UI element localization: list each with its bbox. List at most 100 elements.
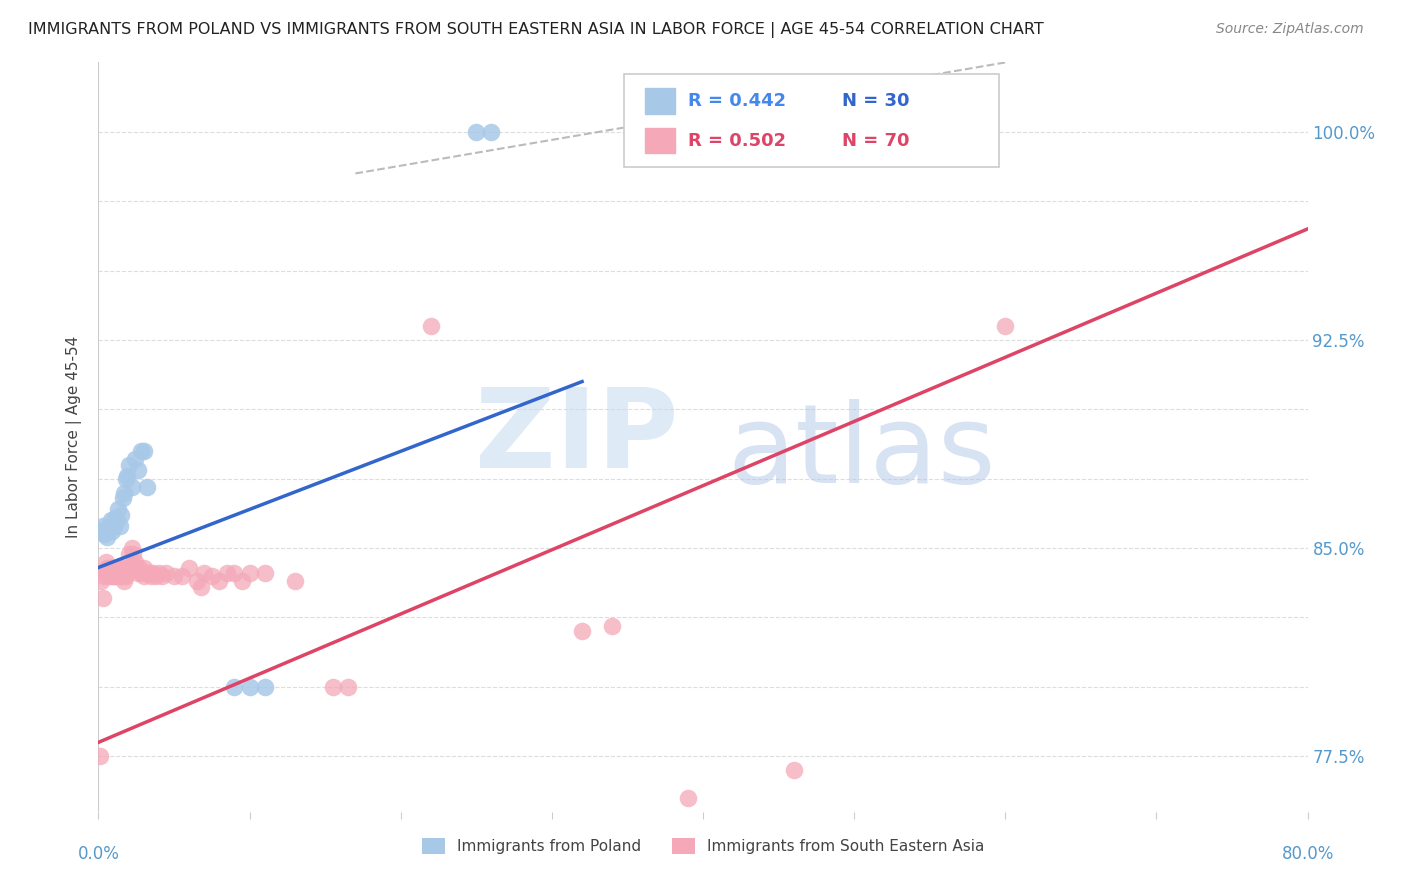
Legend: Immigrants from Poland, Immigrants from South Eastern Asia: Immigrants from Poland, Immigrants from … <box>416 832 990 860</box>
Point <box>100 513 122 527</box>
Point <box>93 527 115 541</box>
Point <box>193 566 215 580</box>
Point <box>571 624 593 639</box>
Text: 0.0%: 0.0% <box>77 845 120 863</box>
Point <box>111 491 134 505</box>
Point <box>284 574 307 589</box>
Point <box>115 560 138 574</box>
Point <box>128 560 150 574</box>
Point <box>124 452 146 467</box>
Point <box>602 619 624 633</box>
Point <box>190 580 212 594</box>
Point <box>90 574 112 589</box>
Text: 80.0%: 80.0% <box>1281 845 1334 863</box>
Point <box>201 569 224 583</box>
Point <box>170 569 193 583</box>
Point <box>224 680 246 694</box>
Point <box>114 569 136 583</box>
Point <box>122 547 145 561</box>
Point <box>253 566 276 580</box>
Text: ZIP: ZIP <box>475 384 679 491</box>
Point <box>121 480 143 494</box>
Point <box>94 563 117 577</box>
Point <box>322 680 344 694</box>
Point <box>100 566 122 580</box>
FancyBboxPatch shape <box>624 74 1000 168</box>
Point <box>132 569 155 583</box>
Point <box>108 569 131 583</box>
Point <box>104 510 127 524</box>
Point <box>121 541 143 555</box>
Point <box>150 569 173 583</box>
Point <box>163 569 186 583</box>
Point <box>125 560 148 574</box>
Y-axis label: In Labor Force | Age 45-54: In Labor Force | Age 45-54 <box>66 336 83 538</box>
Point <box>179 560 201 574</box>
Point <box>107 502 129 516</box>
Point <box>132 444 155 458</box>
Bar <box>645 128 675 153</box>
Point <box>110 560 132 574</box>
Point <box>112 485 135 500</box>
Point <box>96 560 118 574</box>
Text: R = 0.442: R = 0.442 <box>689 92 786 110</box>
Point <box>110 569 132 583</box>
Point <box>103 569 125 583</box>
Text: Source: ZipAtlas.com: Source: ZipAtlas.com <box>1216 22 1364 37</box>
Point <box>141 569 163 583</box>
Point <box>107 569 129 583</box>
Point <box>253 680 276 694</box>
Point <box>111 569 134 583</box>
Point <box>105 513 128 527</box>
Point <box>127 566 149 580</box>
Point <box>107 560 129 574</box>
Point <box>129 566 152 580</box>
Point <box>224 566 246 580</box>
Point <box>89 749 111 764</box>
Text: N = 30: N = 30 <box>842 92 910 110</box>
Point <box>135 480 157 494</box>
Point <box>336 680 359 694</box>
Point <box>98 522 121 536</box>
Point <box>100 560 122 574</box>
Point <box>127 463 149 477</box>
Point <box>239 680 262 694</box>
Point <box>148 566 170 580</box>
Point <box>104 569 127 583</box>
Point <box>994 319 1017 334</box>
Point <box>208 574 231 589</box>
Bar <box>645 88 675 113</box>
Point <box>129 444 152 458</box>
Text: atlas: atlas <box>727 399 995 506</box>
Point <box>98 569 121 583</box>
Point <box>105 566 128 580</box>
Point <box>114 472 136 486</box>
Point <box>139 566 162 580</box>
Point <box>103 560 125 574</box>
Point <box>104 560 127 574</box>
Point <box>465 125 488 139</box>
Point <box>91 591 114 605</box>
Point <box>481 125 503 139</box>
Point <box>124 555 146 569</box>
Point <box>186 574 208 589</box>
Point <box>676 790 699 805</box>
Point <box>112 574 135 589</box>
Text: IMMIGRANTS FROM POLAND VS IMMIGRANTS FROM SOUTH EASTERN ASIA IN LABOR FORCE | AG: IMMIGRANTS FROM POLAND VS IMMIGRANTS FRO… <box>28 22 1043 38</box>
Point <box>135 566 157 580</box>
Point <box>231 574 253 589</box>
Point <box>93 569 115 583</box>
Point <box>105 560 128 574</box>
Point <box>132 560 155 574</box>
Point <box>101 524 124 539</box>
Point <box>94 522 117 536</box>
Point <box>118 458 141 472</box>
Point <box>110 508 132 522</box>
Point <box>155 566 177 580</box>
Point <box>142 566 165 580</box>
Point <box>94 555 117 569</box>
Point <box>420 319 443 334</box>
Point <box>118 547 141 561</box>
Point <box>96 530 118 544</box>
Point <box>783 763 806 777</box>
